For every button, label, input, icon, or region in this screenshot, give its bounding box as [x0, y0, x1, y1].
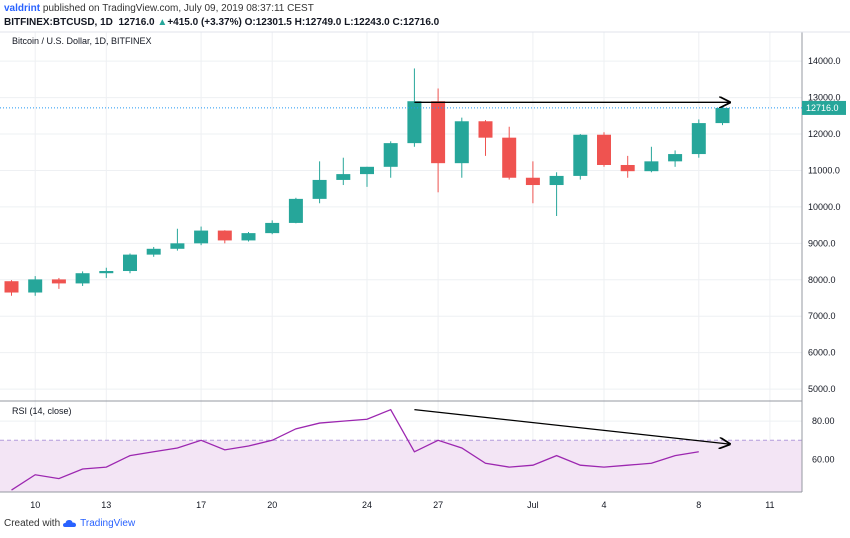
rsi-tick-label: 80.00	[812, 416, 835, 426]
close-value: 12716.0	[403, 17, 440, 28]
candle-body	[597, 134, 611, 165]
candle-body	[383, 143, 398, 167]
candle-body	[502, 137, 517, 178]
time-tick-label: 17	[196, 500, 206, 510]
close-label: C:	[392, 17, 404, 28]
candle-body	[265, 222, 280, 234]
created-with-label: Created with	[4, 518, 61, 529]
candle-body	[644, 161, 659, 172]
price-change: +415.0 (+3.37%)	[167, 17, 242, 28]
time-tick-label: 8	[696, 500, 701, 510]
candles-group	[0, 68, 802, 296]
time-tick-label: 27	[433, 500, 443, 510]
candle-body	[691, 123, 706, 155]
symbol-label: BITFINEX:BTCUSD, 1D	[4, 17, 113, 28]
candle-body	[573, 134, 588, 176]
price-tick-label: 12000.0	[808, 129, 841, 139]
candle-body	[715, 107, 730, 124]
candle-body	[668, 154, 683, 162]
candle-body	[75, 273, 90, 284]
candle-body	[549, 175, 564, 186]
author-link[interactable]: valdrint	[4, 3, 41, 14]
open-value: 12301.5	[255, 17, 292, 28]
candle-body	[288, 198, 303, 223]
candle-body	[123, 254, 137, 272]
candle-body	[51, 279, 66, 284]
candle-body	[146, 248, 161, 255]
candle-body	[28, 279, 43, 293]
low-value: 12243.0	[353, 17, 390, 28]
last-price-tag	[802, 100, 846, 115]
candle-body	[360, 166, 374, 175]
time-tick-label: 24	[362, 500, 372, 510]
last-price-tag-label: 12716.0	[806, 103, 839, 113]
rsi-band-fill	[0, 440, 802, 492]
price-tick-label: 5000.0	[808, 384, 836, 394]
candle-body	[478, 121, 493, 138]
high-value: 12749.0	[305, 17, 342, 28]
tradingview-brand[interactable]: TradingView	[80, 518, 136, 529]
price-tick-label: 11000.0	[808, 165, 840, 175]
last-price: 12716.0	[118, 17, 155, 28]
rsi-tick-label: 60.00	[812, 454, 835, 464]
candle-body	[525, 177, 540, 186]
candle-body	[194, 230, 209, 244]
high-label: H:	[294, 17, 306, 28]
price-tick-label: 6000.0	[808, 348, 836, 358]
ohlc-line: BITFINEX:BTCUSD, 1D 12716.0 ▲+415.0 (+3.…	[4, 17, 439, 28]
candle-body	[454, 121, 469, 164]
publish-line: valdrint published on TradingView.com, J…	[4, 3, 314, 14]
grid-lines	[0, 32, 802, 492]
price-tick-label: 10000.0	[808, 202, 841, 212]
time-tick-label: 13	[101, 500, 111, 510]
time-tick-label: 20	[267, 500, 277, 510]
candle-body	[431, 101, 446, 164]
rsi-line-group	[11, 408, 699, 491]
rsi-line	[11, 408, 699, 491]
footer: Created with TradingView	[4, 518, 135, 529]
price-tick-label: 13000.0	[808, 93, 841, 103]
candle-body	[312, 179, 327, 199]
candle-body	[241, 233, 256, 241]
pane-frame	[0, 31, 850, 493]
low-label: L:	[344, 17, 354, 28]
published-text: published on TradingView.com, July 09, 2…	[42, 3, 314, 14]
candle-body	[170, 243, 185, 249]
axis-ticks: 14000.0 13000.0 12000.0 11000.0 10000.0 9000.…	[30, 56, 846, 510]
candle-body	[4, 281, 19, 293]
price-tick-label: 7000.0	[808, 311, 836, 321]
candle-body	[620, 164, 635, 172]
candle-body	[99, 271, 114, 274]
candle-body	[336, 174, 351, 180]
time-tick-label: Jul	[527, 500, 539, 510]
rsi-band	[0, 439, 802, 492]
price-tick-label: 9000.0	[808, 238, 836, 248]
time-tick-label: 10	[30, 500, 40, 510]
candle-body	[217, 230, 232, 241]
open-label: O:	[244, 17, 256, 28]
annotations	[414, 102, 729, 444]
time-tick-label: 11	[765, 500, 774, 510]
rsi-divergence-arrow	[414, 409, 729, 444]
time-tick-label: 4	[601, 500, 606, 510]
rsi-pane-title: RSI (14, close)	[12, 406, 72, 416]
candle-body	[407, 101, 422, 144]
tradingview-cloud-icon	[63, 520, 77, 527]
price-tick-label: 14000.0	[808, 56, 841, 66]
up-triangle-icon: ▲	[157, 17, 168, 28]
price-tick-label: 8000.0	[808, 275, 836, 285]
price-pane-title: Bitcoin / U.S. Dollar, 1D, BITFINEX	[12, 36, 152, 46]
